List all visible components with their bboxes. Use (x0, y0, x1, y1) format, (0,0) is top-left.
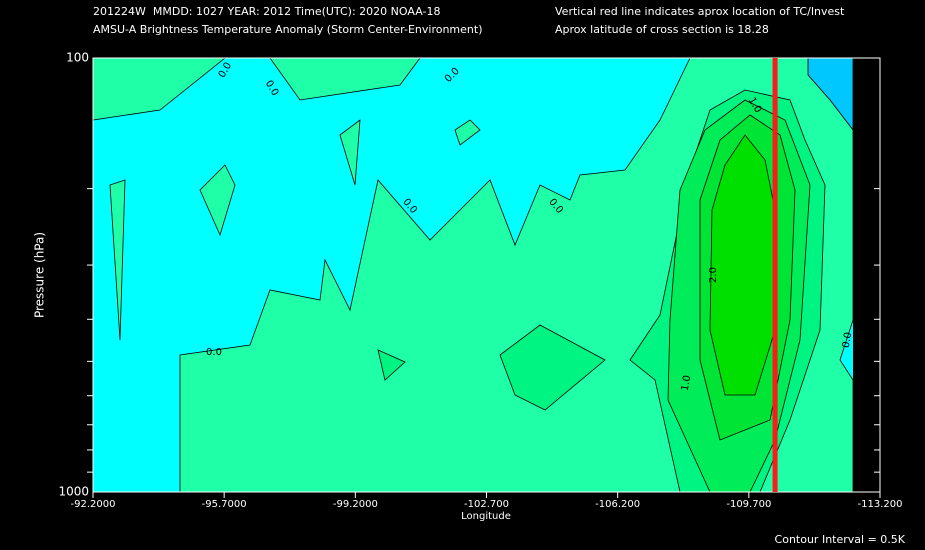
plot-area (92, 57, 880, 493)
x-axis-label: Longitude (461, 511, 511, 522)
x-tick-label: -109.700 (726, 499, 771, 510)
header: Vertical red line indicates aprox locati… (555, 5, 845, 18)
level-area (339, 119, 361, 186)
x-tick-label: -102.700 (464, 499, 509, 510)
level-area (377, 349, 406, 381)
level-area (454, 119, 481, 146)
y-axis-label: Pressure (hPa) (33, 232, 47, 318)
x-tick-label: -106.200 (595, 499, 640, 510)
y-tick-label: 1000 (58, 485, 89, 499)
x-tick-label: -92.2000 (71, 499, 116, 510)
contour-label: 0.0 (841, 331, 855, 349)
missing-data (853, 58, 880, 492)
x-tick-label: -113.200 (858, 499, 903, 510)
x-tick-label: -95.7000 (202, 499, 247, 510)
contour-interval: Contour Interval = 0.5K (775, 533, 906, 546)
y-tick-label: 100 (66, 51, 89, 65)
contour-label: 0.0 (206, 347, 222, 358)
contour-label: 2.0 (708, 267, 719, 283)
header: Aprox latitude of cross section is 18.28 (555, 23, 769, 36)
x-tick-label: -99.2000 (333, 499, 378, 510)
level-area (499, 324, 606, 411)
level-area (109, 179, 126, 341)
level-area (199, 164, 236, 237)
header: 201224W MMDD: 1027 YEAR: 2012 Time(UTC):… (93, 5, 440, 18)
contour-label: 1.0 (680, 374, 694, 392)
header: AMSU-A Brightness Temperature Anomaly (S… (93, 23, 483, 36)
